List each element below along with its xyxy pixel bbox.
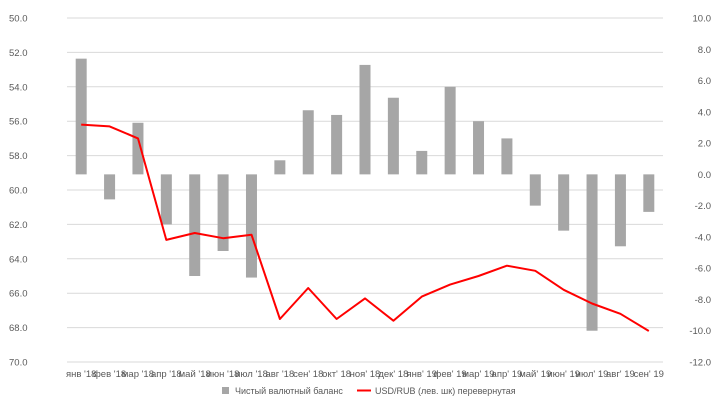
right-tick-label: -12.0	[689, 358, 711, 369]
legend: Чистый валютный баланс USD/RUB (лев. шк)…	[222, 386, 516, 396]
x-tick-label: апр '18	[151, 369, 182, 380]
right-tick-label: 4.0	[698, 107, 711, 118]
bar	[160, 174, 172, 225]
x-tick-label: мар' 19	[462, 369, 494, 380]
left-tick-label: 58.0	[9, 151, 28, 162]
x-tick-label: сен' 19	[634, 369, 664, 380]
x-tick-label: мар '18	[122, 369, 154, 380]
x-tick-label: янв '18	[66, 369, 96, 380]
x-tick-label: июл' 19	[576, 369, 609, 380]
bar	[473, 121, 485, 175]
right-tick-label: -10.0	[689, 326, 711, 337]
line-series	[81, 123, 650, 332]
right-tick-label: -8.0	[695, 295, 711, 306]
left-tick-label: 60.0	[9, 186, 28, 197]
bar-series	[75, 58, 655, 331]
bar	[444, 86, 456, 175]
bar	[586, 174, 598, 331]
right-tick-label: 10.0	[693, 14, 712, 25]
bar	[387, 97, 399, 175]
right-tick-label: 2.0	[698, 139, 711, 150]
bar	[245, 174, 257, 278]
bar	[529, 174, 541, 206]
bar	[217, 174, 229, 251]
left-tick-label: 66.0	[9, 289, 28, 300]
right-tick-label: -4.0	[695, 232, 711, 243]
left-tick-label: 52.0	[9, 48, 28, 59]
x-tick-label: май' 19	[519, 369, 551, 380]
x-tick-label: апр' 19	[492, 369, 523, 380]
bar	[132, 122, 144, 175]
x-tick-label: фев' 19	[434, 369, 467, 380]
right-tick-label: 8.0	[698, 45, 711, 56]
usd-rub-line	[81, 123, 650, 332]
right-tick-label: -6.0	[695, 264, 711, 275]
left-tick-label: 56.0	[9, 117, 28, 128]
legend-line-label: USD/RUB (лев. шк) перевернутая	[375, 386, 516, 396]
bar	[643, 174, 655, 212]
bar	[614, 174, 626, 247]
bar	[302, 110, 314, 175]
x-tick-label: фев '18	[93, 369, 126, 380]
bar	[501, 138, 513, 175]
x-tick-label: дек' 18	[378, 369, 408, 380]
left-tick-label: 70.0	[9, 358, 28, 369]
bar	[75, 58, 87, 175]
x-tick-label: июн' 19	[547, 369, 580, 380]
right-tick-label: 0.0	[698, 170, 711, 181]
x-tick-label: июн '18	[207, 369, 240, 380]
right-tick-label: 6.0	[698, 76, 711, 87]
bar	[104, 174, 116, 200]
x-tick-label: июл '18	[235, 369, 268, 380]
x-tick-label: авг' 19	[606, 369, 635, 380]
legend-bar-label: Чистый валютный баланс	[235, 386, 343, 396]
x-tick-label: май '18	[179, 369, 211, 380]
bar	[189, 174, 201, 276]
x-tick-label: окт' 18	[322, 369, 351, 380]
x-tick-label: авг '18	[265, 369, 294, 380]
legend-bar-swatch	[222, 387, 229, 394]
right-tick-label: -2.0	[695, 201, 711, 212]
bar	[274, 160, 286, 175]
left-tick-label: 62.0	[9, 220, 28, 231]
left-tick-label: 54.0	[9, 82, 28, 93]
x-tick-label: сен' 18	[293, 369, 323, 380]
bar	[359, 64, 371, 175]
left-tick-label: 68.0	[9, 323, 28, 334]
left-tick-label: 64.0	[9, 254, 28, 265]
left-axis-ticks: 50.0 52.0 54.0 56.0 58.0 60.0 62.0 64.0 66.0 68.0…	[9, 14, 28, 369]
bar	[558, 174, 570, 231]
bar	[331, 114, 343, 175]
left-tick-label: 50.0	[9, 14, 28, 25]
bar	[416, 150, 428, 175]
right-axis-ticks: 10.0 8.0 6.0 4.0 2.0 0.0 -2.0 -4.0 -6.0 -8.0 -10.0…	[689, 14, 711, 369]
x-tick-label: янв' 19	[407, 369, 437, 380]
x-tick-label: ноя' 18	[350, 369, 381, 380]
